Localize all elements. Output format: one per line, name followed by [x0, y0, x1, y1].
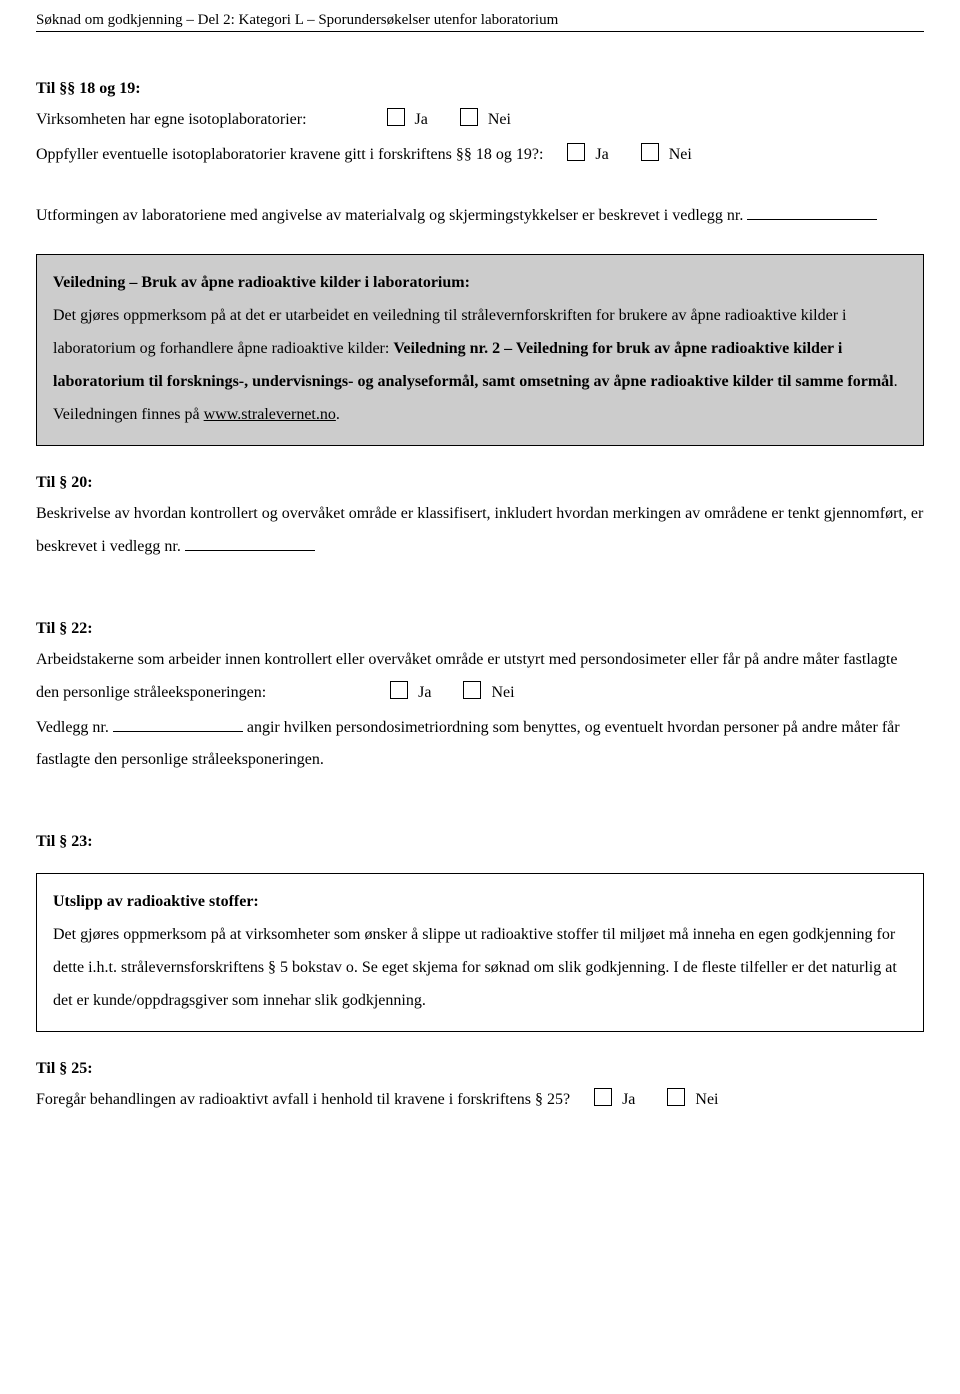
infobox-body-period: . — [336, 406, 340, 423]
infobox-title: Veiledning – Bruk av åpne radioaktive ki… — [53, 267, 907, 300]
para-22-line1: Arbeidstakerne som arbeider innen kontro… — [36, 644, 924, 710]
label-ja: Ja — [415, 111, 428, 128]
line-isotoplab-ja-nei: Virksomheten har egne isotoplaboratorier… — [36, 104, 924, 137]
checkbox-22-ja[interactable] — [390, 681, 408, 699]
infobox-utslipp: Utslipp av radioaktive stoffer: Det gjør… — [36, 873, 924, 1032]
blank-vedlegg-nr-1[interactable] — [747, 203, 877, 220]
label-ja-2: Ja — [595, 146, 608, 163]
label-nei: Nei — [488, 111, 511, 128]
infobox2-body: Det gjøres oppmerksom på at virksomheter… — [53, 926, 897, 1009]
label-nei-2: Nei — [669, 146, 692, 163]
infobox2-title: Utslipp av radioaktive stoffer: — [53, 886, 907, 919]
blank-vedlegg-nr-3[interactable] — [113, 715, 243, 732]
checkbox-oppfyller-nei[interactable] — [641, 143, 659, 161]
text-22-line2-pre: Vedlegg nr. — [36, 719, 109, 736]
header-rule — [36, 31, 924, 32]
link-stralevernet[interactable]: www.stralevernet.no — [204, 406, 336, 423]
label-22-ja: Ja — [418, 684, 431, 701]
line-oppfyller-krav: Oppfyller eventuelle isotoplaboratorier … — [36, 139, 924, 172]
section-heading-18-19: Til §§ 18 og 19: — [36, 80, 924, 98]
infobox-veiledning: Veiledning – Bruk av åpne radioaktive ki… — [36, 254, 924, 446]
checkbox-isotoplab-nei[interactable] — [460, 108, 478, 126]
checkbox-oppfyller-ja[interactable] — [567, 143, 585, 161]
label-25-nei: Nei — [695, 1091, 718, 1108]
para-25: Foregår behandlingen av radioaktivt avfa… — [36, 1084, 924, 1117]
checkbox-25-nei[interactable] — [667, 1088, 685, 1106]
label-22-nei: Nei — [491, 684, 514, 701]
page-root: Søknad om godkjenning – Del 2: Kategori … — [0, 0, 960, 1143]
blank-vedlegg-nr-2[interactable] — [185, 534, 315, 551]
text-utforming: Utformingen av laboratoriene med angivel… — [36, 207, 743, 224]
section-heading-22: Til § 22: — [36, 620, 924, 638]
text-oppfyller: Oppfyller eventuelle isotoplaboratorier … — [36, 146, 543, 163]
para-22-line2: Vedlegg nr. angir hvilken persondosimetr… — [36, 712, 924, 778]
checkbox-22-nei[interactable] — [463, 681, 481, 699]
para-20: Beskrivelse av hvordan kontrollert og ov… — [36, 498, 924, 564]
section-heading-20: Til § 20: — [36, 474, 924, 492]
section-heading-23: Til § 23: — [36, 833, 924, 851]
line-utforming-vedlegg: Utformingen av laboratoriene med angivel… — [36, 200, 924, 233]
checkbox-isotoplab-ja[interactable] — [387, 108, 405, 126]
page-header: Søknad om godkjenning – Del 2: Kategori … — [36, 12, 924, 29]
text-20: Beskrivelse av hvordan kontrollert og ov… — [36, 505, 923, 555]
text-25: Foregår behandlingen av radioaktivt avfa… — [36, 1091, 570, 1108]
checkbox-25-ja[interactable] — [594, 1088, 612, 1106]
text-isotoplab: Virksomheten har egne isotoplaboratorier… — [36, 111, 307, 128]
label-25-ja: Ja — [622, 1091, 635, 1108]
section-heading-25: Til § 25: — [36, 1060, 924, 1078]
